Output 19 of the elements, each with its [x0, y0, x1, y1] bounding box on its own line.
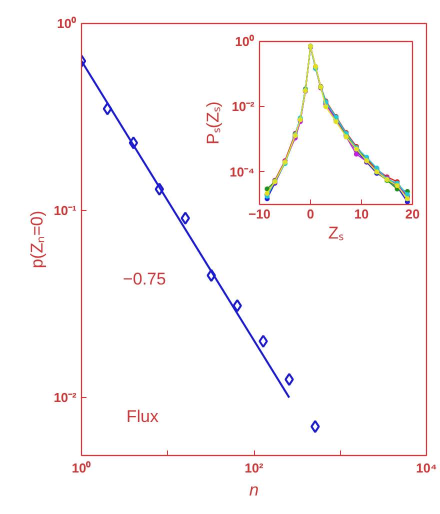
- y-axis-title: p(Zₙ=0): [28, 210, 47, 268]
- y-tick-label: 10⁰: [235, 34, 255, 49]
- x-tick-label: 10⁴: [416, 460, 437, 476]
- x-tick-label: 0: [306, 206, 314, 222]
- x-tick-label: 10²: [244, 460, 264, 476]
- annotation: −0.75: [122, 269, 166, 288]
- y-tick-label: 10⁰: [57, 16, 77, 31]
- annotation: Flux: [126, 407, 159, 426]
- x-axis-title: Zₛ: [328, 224, 344, 242]
- x-tick-label: 10⁰: [72, 460, 92, 476]
- y-tick-label: 10⁻¹: [54, 203, 77, 218]
- y-axis-title: Pₛ(Zₛ): [204, 101, 223, 145]
- y-tick-label: 10⁻²: [232, 99, 256, 114]
- x-tick-label: 20: [405, 206, 420, 222]
- x-axis-title: n: [249, 480, 259, 500]
- x-tick-label: −10: [248, 206, 271, 222]
- x-tick-label: 10: [354, 206, 369, 222]
- y-tick-label: 10⁻²: [54, 390, 78, 406]
- y-tick-label: 10⁻⁴: [230, 164, 254, 180]
